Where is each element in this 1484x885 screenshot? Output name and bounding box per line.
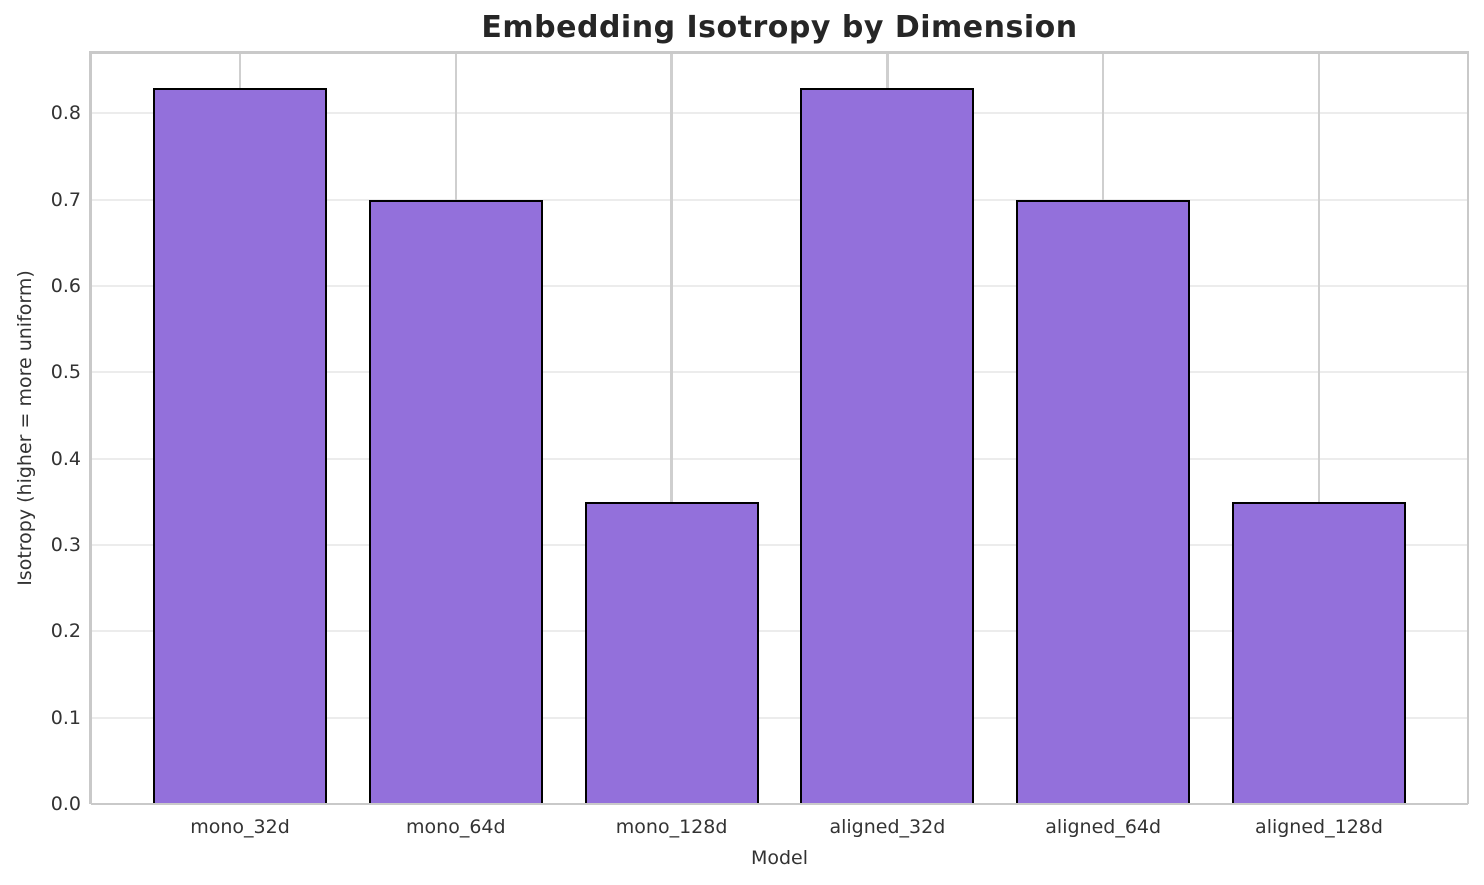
- bottom-spine: [91, 802, 1468, 805]
- vgrid-line-mono_128d: [670, 53, 673, 804]
- hgrid-line-0.3: [91, 544, 1468, 547]
- y-tick-label-0.8: 0.8: [50, 102, 81, 125]
- hgrid-line-0.8: [91, 112, 1468, 115]
- bar-mono_128d: [584, 501, 759, 804]
- bar-aligned_32d: [800, 87, 975, 804]
- bar-aligned_64d: [1016, 199, 1191, 804]
- y-tick-label-0.6: 0.6: [50, 275, 81, 298]
- x-tick-label-mono_128d: mono_128d: [615, 816, 728, 838]
- x-tick-label-aligned_64d: aligned_64d: [1045, 816, 1162, 838]
- bar-aligned_128d: [1232, 501, 1406, 804]
- y-tick-label-0.1: 0.1: [50, 706, 81, 729]
- x-tick-label-aligned_32d: aligned_32d: [829, 816, 946, 838]
- top-spine: [91, 51, 1468, 54]
- vgrid-line-aligned_128d: [1317, 53, 1321, 804]
- hgrid-line-0.6: [91, 285, 1468, 288]
- y-tick-label-0.7: 0.7: [50, 188, 81, 211]
- x-tick-label-aligned_128d: aligned_128d: [1255, 816, 1383, 838]
- y-tick-label-0.0: 0.0: [50, 793, 81, 815]
- hgrid-line-0.7: [91, 198, 1468, 201]
- bar-mono_32d: [153, 87, 327, 804]
- y-tick-label-0.2: 0.2: [50, 620, 81, 643]
- y-tick-label-0.5: 0.5: [50, 361, 81, 384]
- x-tick-label-mono_64d: mono_64d: [406, 816, 506, 838]
- x-axis-label: Model: [750, 847, 809, 869]
- bar-mono_64d: [368, 199, 543, 804]
- x-tick-label-mono_32d: mono_32d: [190, 816, 290, 838]
- hgrid-line-0.5: [91, 371, 1468, 374]
- y-tick-label-0.3: 0.3: [50, 534, 81, 557]
- hgrid-line-0.4: [91, 457, 1468, 460]
- right-spine: [1466, 51, 1469, 804]
- hgrid-line-0.1: [91, 716, 1468, 719]
- plot-area: [89, 51, 1469, 805]
- chart-title: Embedding Isotropy by Dimension: [481, 10, 1078, 45]
- y-tick-label-0.4: 0.4: [50, 447, 81, 470]
- hgrid-line-0.2: [91, 630, 1468, 633]
- left-spine: [89, 51, 92, 804]
